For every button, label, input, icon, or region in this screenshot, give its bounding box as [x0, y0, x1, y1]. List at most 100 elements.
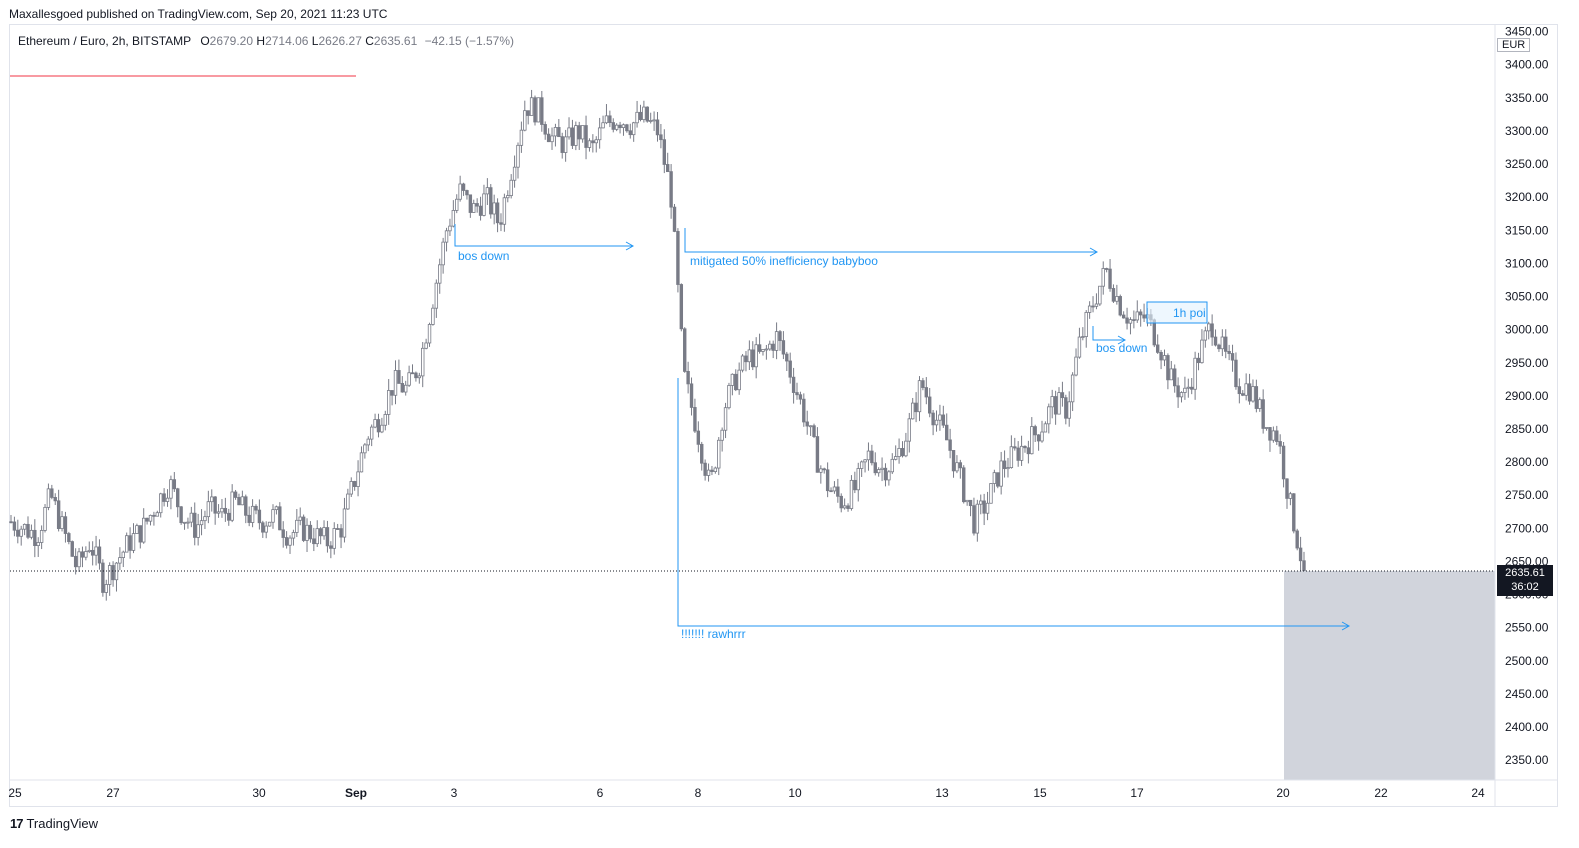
candle-body	[1104, 268, 1109, 270]
candle-body	[199, 520, 204, 526]
candle-body	[322, 527, 326, 537]
candle-body	[455, 198, 459, 211]
candle-body	[805, 421, 809, 427]
candle-body	[1043, 423, 1048, 433]
candle-body	[771, 343, 775, 351]
candle-body	[635, 111, 639, 124]
candle-body	[526, 110, 530, 116]
candle-body	[203, 516, 207, 522]
candle-body	[601, 122, 605, 129]
low-label: L	[311, 34, 319, 48]
candle-body	[631, 122, 636, 136]
candle-body	[298, 516, 302, 521]
candle-body	[1013, 446, 1017, 449]
candle-body	[169, 479, 173, 499]
currency-badge[interactable]: EUR	[1497, 38, 1531, 52]
candle-body	[890, 458, 894, 473]
price-tick-label: 2500.00	[1505, 654, 1549, 668]
mitigated-arrow-line	[684, 228, 1097, 253]
candle-body	[332, 528, 336, 549]
candle-body	[400, 383, 405, 393]
time-tick-label: 30	[252, 786, 266, 800]
candle-body	[478, 205, 483, 216]
candle-body	[295, 519, 299, 533]
candle-body	[1159, 351, 1163, 361]
candle-body	[376, 419, 381, 433]
candle-body	[138, 525, 142, 543]
candle-body	[972, 505, 976, 534]
candle-body	[1173, 368, 1177, 387]
price-tick-label: 3100.00	[1505, 256, 1549, 270]
candle-body	[244, 496, 248, 516]
candle-body	[213, 496, 217, 514]
candle-body	[846, 505, 850, 509]
candle-body	[900, 448, 905, 457]
candle-body	[22, 523, 27, 530]
price-tick-label: 3350.00	[1505, 91, 1549, 105]
rawhrrr-label: !!!!!!! rawhrrr	[681, 627, 746, 641]
close-label: C	[365, 34, 374, 48]
candle-body	[261, 522, 265, 533]
candle-body	[128, 535, 132, 551]
candle-body	[148, 514, 153, 522]
candle-body	[111, 565, 115, 581]
candle-body	[652, 119, 656, 122]
candle-body	[223, 507, 228, 514]
candle-body	[1060, 392, 1065, 399]
candle-body	[145, 517, 149, 522]
candle-body	[495, 202, 500, 224]
candle-body	[1002, 460, 1007, 470]
candle-body	[985, 502, 990, 514]
candle-body	[1278, 441, 1282, 447]
candle-body	[856, 468, 860, 491]
candle-body	[1292, 493, 1296, 532]
candle-body	[662, 139, 667, 165]
candle-body	[1101, 268, 1105, 287]
candle-body	[135, 525, 139, 534]
candle-body	[672, 206, 677, 232]
candle-body	[39, 530, 44, 543]
candle-body	[352, 481, 357, 487]
candle-body	[1108, 268, 1112, 289]
candle-body	[264, 525, 268, 533]
candle-body	[444, 230, 449, 243]
candle-body	[227, 512, 231, 521]
candle-body	[713, 467, 718, 472]
candle-body	[550, 135, 554, 143]
symbol-legend[interactable]: Ethereum / Euro, 2h, BITSTAMP O2679.20 H…	[18, 34, 514, 48]
price-tick-label: 2450.00	[1505, 687, 1549, 701]
candle-body	[142, 517, 146, 543]
candle-body	[36, 542, 40, 546]
candle-body	[1064, 397, 1068, 419]
candle-body	[1207, 323, 1211, 332]
candle-body	[172, 479, 177, 490]
candle-body	[90, 549, 95, 556]
candle-body	[1006, 467, 1010, 470]
candle-body	[448, 225, 452, 232]
candle-body	[1125, 317, 1129, 324]
candle-body	[1081, 336, 1085, 338]
candle-body	[1091, 305, 1095, 308]
candle-body	[152, 514, 156, 517]
candle-body	[866, 450, 871, 461]
price-tick-label: 2750.00	[1505, 488, 1549, 502]
mitigated-label: mitigated 50% inefficiency babyboo	[690, 254, 878, 268]
candle-body	[1203, 330, 1208, 341]
price-tick-label: 2850.00	[1505, 422, 1549, 436]
close-value: 2635.61	[373, 34, 418, 48]
candle-body	[744, 355, 748, 363]
candle-body	[529, 97, 534, 116]
candle-body	[465, 190, 469, 196]
projection-box	[1284, 570, 1495, 780]
candle-body	[468, 194, 473, 213]
candle-body	[257, 509, 262, 524]
candle-body	[1179, 392, 1184, 398]
candle-body	[305, 524, 309, 541]
candle-body	[999, 460, 1003, 487]
candle-body	[73, 555, 78, 568]
footer-brand[interactable]: 17 TradingView	[10, 816, 98, 831]
price-tick-label: 2400.00	[1505, 720, 1549, 734]
candle-body	[458, 183, 462, 200]
candle-body	[278, 506, 282, 531]
